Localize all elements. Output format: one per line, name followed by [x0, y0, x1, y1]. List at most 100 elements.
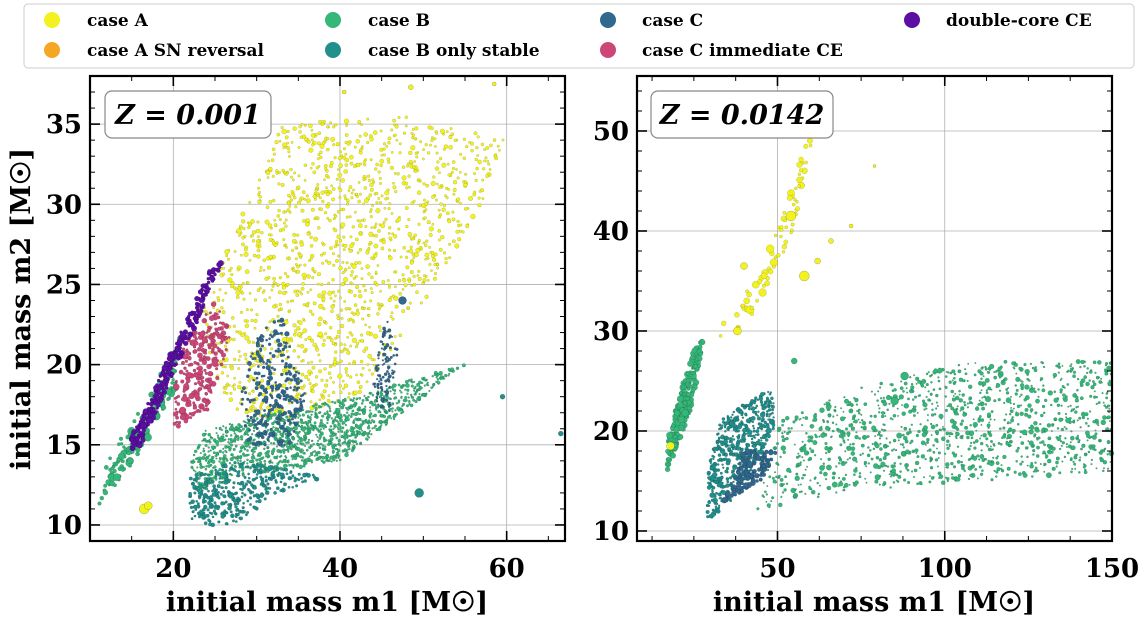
point-case-b [191, 460, 195, 464]
point-case-a [220, 306, 224, 310]
point-case-b [353, 446, 356, 449]
point-case-a [375, 162, 379, 167]
point-case-a [336, 234, 341, 239]
point-case-b [327, 459, 330, 462]
legend-label-case-a-sn-reversal: case A SN reversal [87, 41, 265, 61]
point-case-a [337, 168, 340, 171]
point-case-a [346, 335, 350, 339]
point-case-a [364, 323, 367, 327]
point-case-c [279, 425, 282, 429]
point-case-b [310, 413, 313, 416]
point-case-b [377, 426, 382, 432]
point-case-a [283, 319, 289, 325]
point-case-a [353, 303, 358, 307]
point-case-b [370, 433, 373, 436]
point-double-core-ce [200, 283, 206, 289]
point-case-a [280, 126, 284, 129]
point-case-b-only-stable [312, 475, 317, 479]
legend-label-case-b-only-stable: case B only stable [368, 41, 540, 61]
point-case-b [373, 400, 376, 403]
point-case-a [276, 214, 281, 218]
point-double-core-ce [136, 435, 141, 440]
point-case-c-immediate-ce [207, 371, 213, 377]
point-case-a [450, 170, 454, 174]
point-case-c-immediate-ce [204, 401, 210, 406]
point-case-a [304, 374, 309, 379]
point-case-b-only-stable [198, 496, 202, 500]
y-tick-label: 35 [46, 110, 82, 140]
point-case-a [375, 191, 379, 196]
point-case-b-only-stable [207, 518, 211, 522]
point-case-a [281, 285, 286, 290]
point-case-a [303, 179, 307, 182]
point-case-b [428, 389, 431, 393]
point-case-a [235, 295, 240, 300]
point-case-b [345, 429, 349, 434]
point-case-c [290, 401, 294, 404]
point-case-c [269, 427, 273, 431]
point-case-c-immediate-ce [201, 375, 205, 380]
point-case-a [232, 387, 237, 391]
point-case-a [233, 250, 237, 253]
point-case-a [399, 255, 403, 259]
point-case-b-only-stable [264, 478, 268, 482]
point-case-b [406, 388, 410, 392]
legend-entry-case-b: case B [325, 11, 430, 31]
point-case-a [300, 372, 305, 377]
point-case-a [283, 272, 288, 276]
point-case-a [392, 181, 395, 185]
point-case-b-only-stable [227, 505, 232, 511]
point-case-b-only-stable [750, 406, 756, 411]
point-case-a [298, 263, 302, 267]
point-case-b-only-stable [757, 410, 760, 413]
point-case-b-only-stable [224, 485, 228, 490]
point-case-b [319, 442, 323, 446]
point-case-c [266, 376, 270, 380]
point-case-a [425, 239, 429, 243]
point-case-c [268, 369, 272, 373]
point-case-b-only-stable [751, 424, 755, 428]
point-case-c [270, 396, 274, 400]
point-case-b-only-stable [206, 477, 210, 481]
point-case-c [241, 386, 246, 391]
point-double-core-ce [165, 380, 169, 384]
point-case-b [350, 425, 354, 429]
point-case-a [457, 237, 462, 242]
point-case-a [321, 261, 325, 265]
point-case-c-immediate-ce [173, 396, 177, 400]
point-case-c [374, 382, 377, 385]
point-case-b [233, 464, 237, 468]
point-case-a [335, 142, 341, 147]
point-case-a [294, 257, 298, 261]
point-case-b [166, 397, 170, 402]
point-case-b [420, 394, 423, 397]
point-case-a [284, 218, 288, 222]
point-case-a [405, 265, 410, 270]
point-case-a [343, 194, 347, 198]
point-case-c [275, 332, 279, 336]
point-case-b [202, 447, 205, 450]
point-case-a [377, 325, 382, 329]
point-case-b [311, 451, 314, 454]
point-case-a [272, 372, 276, 375]
point-case-a [448, 145, 453, 150]
point-case-a [296, 289, 300, 293]
point-case-c [262, 432, 265, 436]
point-case-b [315, 416, 319, 419]
point-case-b [279, 449, 282, 452]
point-case-b [682, 388, 687, 394]
point-case-a [247, 339, 252, 344]
point-case-a [300, 123, 304, 126]
point-case-b-only-stable [238, 462, 242, 467]
point-case-c-immediate-ce [213, 322, 218, 326]
point-case-c [274, 398, 278, 403]
point-case-b [204, 432, 207, 436]
point-case-a [282, 291, 287, 296]
point-case-a [419, 301, 423, 305]
point-case-b [355, 424, 360, 429]
point-case-b-only-stable [274, 480, 278, 484]
point-case-b-only-stable [247, 476, 251, 480]
point-case-a [376, 312, 380, 316]
point-case-a [258, 269, 262, 273]
point-case-a [233, 376, 237, 380]
